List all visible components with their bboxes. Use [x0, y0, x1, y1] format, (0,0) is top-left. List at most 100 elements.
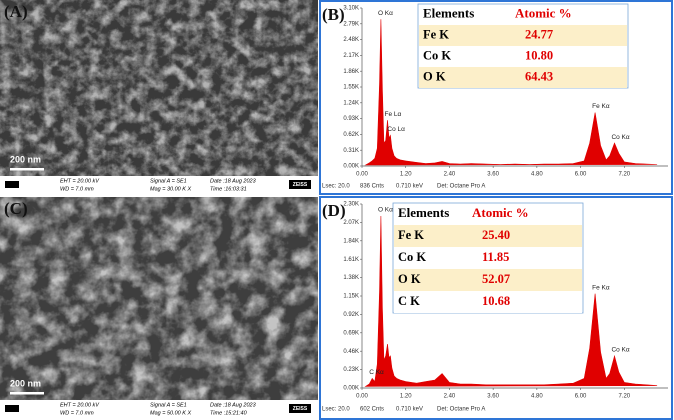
- peak-label: O Kα: [378, 10, 393, 17]
- x-tick-label: 1.20: [400, 172, 412, 178]
- brand-box: [289, 404, 311, 413]
- table-header: Atomic %: [515, 5, 572, 20]
- y-tick-label: 0.23K: [343, 367, 359, 373]
- y-tick-label: 2.48K: [343, 37, 359, 43]
- brand: ZEISS: [293, 406, 308, 412]
- x-tick-label: 2.40: [444, 172, 456, 178]
- table-cell: Co K: [423, 48, 451, 62]
- sem-texture: [0, 197, 318, 400]
- peak-label: Co Kα: [611, 347, 629, 354]
- info-text: Signal A = SE1: [150, 178, 187, 184]
- table-row: [394, 247, 582, 269]
- y-tick-label: 3.10K: [343, 6, 359, 12]
- info-text: EHT = 20.00 kV: [60, 402, 100, 408]
- peak-label: Fe Kα: [592, 103, 610, 110]
- x-tick-label: 0.00: [356, 394, 368, 400]
- table-cell: 25.40: [482, 228, 510, 242]
- x-tick-label: 2.40: [444, 394, 456, 400]
- scale-bar-label: 200 nm: [10, 154, 41, 164]
- y-tick-label: 0.69K: [343, 330, 359, 336]
- mini-bar: [5, 181, 19, 188]
- brand-box: [289, 180, 311, 189]
- info-text: Date :18 Aug 2023: [210, 402, 257, 408]
- table-cell: Fe K: [398, 228, 424, 242]
- table-cell: 52.07: [482, 272, 510, 286]
- panel-label: (B): [322, 5, 345, 24]
- sem-texture: [0, 0, 318, 176]
- table-header: Elements: [423, 5, 474, 20]
- y-tick-label: 1.86K: [343, 69, 359, 75]
- table-header: Elements: [398, 205, 449, 220]
- info-bar: [0, 400, 318, 420]
- scale-bar: [10, 392, 44, 395]
- footer-text: Det: Octane Pro A: [437, 407, 485, 413]
- x-tick-label: 1.20: [400, 394, 412, 400]
- info-text: Mag = 30.00 K X: [150, 186, 191, 192]
- y-tick-label: 2.17K: [343, 53, 359, 59]
- info-text: Time :16:03:31: [210, 186, 247, 192]
- y-tick-label: 2.79K: [343, 21, 359, 27]
- footer-text: 836 Cnts: [360, 184, 384, 190]
- mini-bar: [5, 405, 19, 412]
- table-header: Atomic %: [472, 205, 529, 220]
- peak-label: Co Lα: [387, 126, 405, 133]
- info-text: Signal A = SE1: [150, 402, 187, 408]
- table-cell: C K: [398, 294, 420, 308]
- table-row: [394, 291, 582, 313]
- y-tick-label: 0.93K: [343, 116, 359, 122]
- y-tick-label: 0.62K: [343, 132, 359, 138]
- y-tick-label: 1.15K: [343, 294, 359, 300]
- y-tick-label: 0.46K: [343, 349, 359, 355]
- info-text: Time :15:21:40: [210, 410, 248, 416]
- footer-text: 0.710 keV: [396, 407, 423, 413]
- scale-bar-label: 200 nm: [10, 378, 41, 388]
- info-text: EHT = 20.00 kV: [60, 178, 100, 184]
- x-tick-label: 3.60: [487, 394, 499, 400]
- panel-label: (A): [4, 2, 28, 21]
- table-cell: 11.85: [482, 250, 509, 264]
- x-tick-label: 6.00: [575, 172, 587, 178]
- x-tick-label: 7.20: [618, 394, 630, 400]
- footer-text: 0.710 keV: [396, 184, 423, 190]
- panel-label: (D): [322, 201, 346, 220]
- scale-bar: [10, 168, 44, 171]
- x-tick-label: 4.80: [531, 172, 543, 178]
- table-cell: 24.77: [525, 27, 553, 41]
- info-text: Date :18 Aug 2023: [210, 178, 257, 184]
- info-bar: [0, 176, 318, 194]
- table-row: [419, 67, 627, 88]
- brand: ZEISS: [293, 182, 308, 188]
- info-text: Mag = 50.00 K X: [150, 410, 191, 416]
- table-cell: 10.80: [525, 48, 553, 62]
- info-text: WD = 7.0 mm: [60, 186, 94, 192]
- x-tick-label: 0.00: [356, 172, 368, 178]
- y-tick-label: 2.30K: [343, 202, 359, 208]
- footer-text: Lsec: 20.0: [322, 184, 350, 190]
- y-tick-label: 1.24K: [343, 100, 359, 106]
- peak-label: C Kα: [369, 369, 384, 376]
- table-row: [419, 25, 627, 46]
- table-cell: Fe K: [423, 27, 449, 41]
- table-cell: 10.68: [482, 294, 510, 308]
- peak-label: Fe Lα: [385, 111, 402, 118]
- spectrum: [364, 215, 658, 387]
- table-row: [419, 46, 627, 67]
- table-row: [394, 269, 582, 291]
- table-cell: 64.43: [525, 69, 553, 83]
- table-cell: Co K: [398, 250, 426, 264]
- spectrum: [364, 19, 658, 166]
- table-cell: O K: [423, 69, 446, 83]
- footer-text: Lsec: 20.0: [322, 407, 350, 413]
- table-row: [394, 225, 582, 247]
- footer-text: 602 Cnts: [360, 407, 384, 413]
- footer-text: Det: Octane Pro A: [437, 184, 485, 190]
- peak-label: Co Kα: [611, 134, 629, 141]
- peak-label: Fe Kα: [592, 284, 610, 291]
- y-tick-label: 0.00K: [343, 164, 359, 170]
- y-tick-label: 0.92K: [343, 312, 359, 318]
- y-tick-label: 1.38K: [343, 275, 359, 281]
- x-tick-label: 4.80: [531, 394, 543, 400]
- peak-label: O Kα: [378, 207, 393, 214]
- table-cell: O K: [398, 272, 421, 286]
- y-tick-label: 1.84K: [343, 238, 359, 244]
